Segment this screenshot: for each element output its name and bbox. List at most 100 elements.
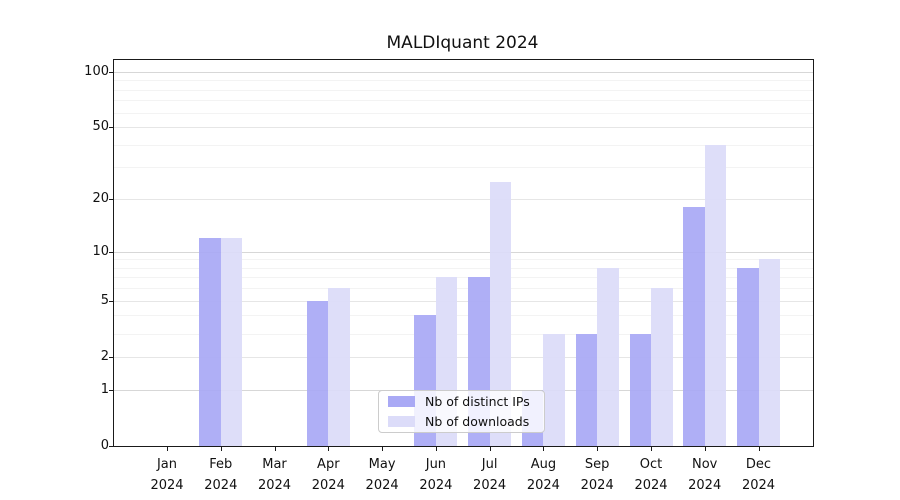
legend-label-downloads: Nb of downloads <box>425 414 530 429</box>
x-tick-mark-jul <box>489 447 491 451</box>
bar-downloads-apr <box>328 288 350 446</box>
x-tick-label-jan: Jan 2024 <box>137 454 197 496</box>
y-tick-mark-5 <box>109 300 114 302</box>
y-tick-label-10: 10 <box>92 243 109 259</box>
y-tick-label-5: 5 <box>100 292 109 308</box>
y-tick-label-20: 20 <box>92 191 109 206</box>
x-label-month: Nov <box>692 457 718 472</box>
x-label-month: Jun <box>425 457 447 472</box>
plot-area: 0 1 2 5 10 20 50 100 Jan 2024 Feb 2024 Mar 2024 Apr 202… <box>84 59 814 493</box>
x-label-month: Jan <box>156 457 178 472</box>
x-label-year: 2024 <box>634 478 668 493</box>
legend-label-distinct-ips: Nb of distinct IPs <box>425 394 530 409</box>
x-label-year: 2024 <box>150 478 184 493</box>
bar-distinct-ips-nov <box>683 207 705 446</box>
chart-title: MALDIquant 2024 <box>386 33 539 53</box>
y-tick-mark-20 <box>109 199 114 200</box>
gridline-minor-60 <box>114 112 813 114</box>
x-tick-mark-jan <box>167 447 168 451</box>
x-label-year: 2024 <box>580 478 614 493</box>
gridline-minor-3 <box>114 333 813 335</box>
x-tick-label-aug: Aug 2024 <box>513 454 573 496</box>
bar-distinct-ips-dec <box>737 267 759 446</box>
x-tick-mark-sep <box>597 447 599 451</box>
x-tick-mark-feb <box>220 447 222 451</box>
bar-downloads-dec <box>758 259 780 446</box>
legend-swatch-downloads <box>388 416 415 427</box>
gridline-2 <box>114 356 813 358</box>
x-label-month: Oct <box>639 457 663 472</box>
x-tick-label-jun: Jun 2024 <box>406 454 466 496</box>
legend: Nb of distinct IPs Nb of downloads <box>378 390 545 433</box>
x-label-month: May <box>368 457 396 472</box>
gridline-minor-6 <box>114 288 813 290</box>
x-label-month: Sep <box>584 457 610 472</box>
x-tick-label-sep: Sep 2024 <box>567 454 627 496</box>
bar-downloads-nov <box>704 144 727 446</box>
gridline-minor-80 <box>114 89 813 91</box>
x-tick-mark-apr <box>328 447 330 451</box>
y-tick-label-100: 100 <box>84 63 109 79</box>
y-tick-label-1: 1 <box>100 381 109 397</box>
x-label-year: 2024 <box>473 478 507 493</box>
x-label-month: Dec <box>745 457 772 472</box>
x-tick-mark-aug <box>543 447 545 451</box>
x-tick-mark-mar <box>274 447 276 451</box>
x-label-year: 2024 <box>526 478 560 493</box>
gridline-minor-40 <box>114 144 813 146</box>
y-tick-label-50: 50 <box>92 119 109 134</box>
x-tick-label-feb: Feb 2024 <box>191 454 251 496</box>
x-label-month: Jul <box>481 457 498 472</box>
x-tick-mark-jun <box>435 447 437 451</box>
x-tick-mark-dec <box>758 447 760 451</box>
bar-downloads-feb <box>220 237 243 446</box>
bar-downloads-aug <box>543 333 565 446</box>
x-tick-label-mar: Mar 2024 <box>245 454 305 496</box>
x-tick-mark-may <box>382 447 384 451</box>
x-tick-label-may: May 2024 <box>352 454 412 496</box>
x-label-year: 2024 <box>311 478 345 493</box>
gridline-minor-4 <box>114 315 813 317</box>
x-label-year: 2024 <box>257 478 292 493</box>
x-label-month: Feb <box>209 457 233 472</box>
x-tick-label-dec: Dec 2024 <box>729 454 789 496</box>
x-label-year: 2024 <box>365 478 399 493</box>
x-label-month: Aug <box>530 457 557 472</box>
legend-entry-downloads: Nb of downloads <box>388 414 544 429</box>
y-tick-mark-2 <box>109 356 114 358</box>
x-label-year: 2024 <box>204 478 238 493</box>
gridline-5 <box>114 300 813 302</box>
legend-swatch-distinct-ips <box>388 396 415 407</box>
gridline-20 <box>114 199 813 200</box>
bar-downloads-jul <box>489 181 512 446</box>
gridline-minor-30 <box>114 167 813 169</box>
gridline-minor-8 <box>114 267 813 269</box>
x-tick-label-jul: Jul 2024 <box>460 454 520 496</box>
bar-distinct-ips-oct <box>629 333 651 446</box>
x-label-month: Apr <box>317 457 340 472</box>
bar-distinct-ips-feb <box>199 237 221 446</box>
x-tick-label-oct: Oct 2024 <box>621 454 681 496</box>
x-label-month: Mar <box>262 457 287 472</box>
bar-distinct-ips-apr <box>306 300 329 446</box>
y-tick-mark-50 <box>109 127 114 128</box>
gridline-minor-70 <box>114 100 813 102</box>
y-tick-mark-0 <box>109 446 114 447</box>
bar-downloads-oct <box>651 288 673 446</box>
y-tick-label-0: 0 <box>100 438 109 453</box>
gridline-10 <box>114 251 813 253</box>
y-tick-mark-100 <box>109 71 114 73</box>
legend-entry-distinct-ips: Nb of distinct IPs <box>388 394 544 409</box>
x-label-year: 2024 <box>741 478 776 493</box>
y-tick-mark-10 <box>109 251 114 253</box>
x-label-year: 2024 <box>419 478 453 493</box>
x-tick-mark-nov <box>704 447 706 451</box>
x-tick-mark-oct <box>651 447 652 451</box>
gridline-50 <box>114 127 813 128</box>
gridline-minor-9 <box>114 259 813 261</box>
x-tick-label-nov: Nov 2024 <box>675 454 735 496</box>
bar-distinct-ips-sep <box>575 333 598 446</box>
x-label-year: 2024 <box>688 478 722 493</box>
bar-downloads-sep <box>597 267 619 446</box>
